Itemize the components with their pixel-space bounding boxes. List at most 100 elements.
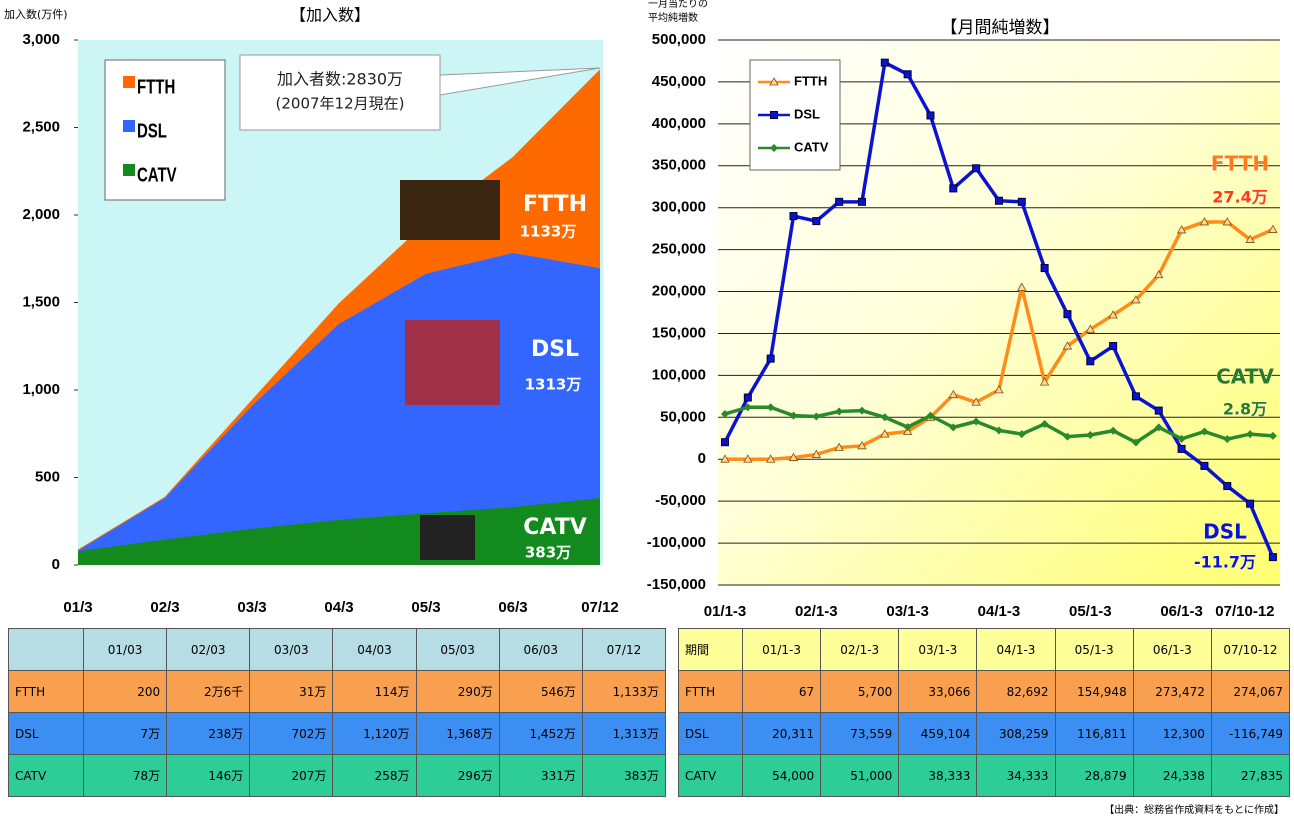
table-cell: 78万 <box>82 754 168 797</box>
table-cell: 34,333 <box>976 754 1056 797</box>
marker <box>1086 357 1095 366</box>
table-cell: 7万 <box>82 712 168 755</box>
x-tick-label: 05/3 <box>411 599 440 616</box>
table-cell: 274,067 <box>1210 670 1291 713</box>
marker <box>1109 426 1118 435</box>
marker <box>811 449 822 458</box>
photo <box>400 180 500 240</box>
photo <box>405 320 500 405</box>
y-tick-label: 2,000 <box>22 206 60 223</box>
marker <box>1246 430 1255 439</box>
table-row: FTTH 200 2万6千 31万 114万 290万 546万 1,133万 <box>8 670 667 713</box>
marker <box>1200 461 1209 470</box>
row-label: CATV <box>678 754 743 797</box>
table-cell: 238万 <box>166 712 251 755</box>
y-axis-label: 加入数(万件) <box>4 8 68 21</box>
legend-label: DSL <box>794 106 820 121</box>
marker <box>765 454 776 463</box>
header-cell: 07/12 <box>581 628 667 671</box>
marker <box>1154 406 1163 415</box>
annotation: 1313万 <box>525 376 582 394</box>
y-tick-label: 0 <box>52 556 60 573</box>
annotation: 27.4万 <box>1212 188 1267 207</box>
table-cell: 1,452万 <box>498 712 583 755</box>
table-cell: 73,559 <box>820 712 900 755</box>
marker <box>743 393 752 402</box>
table-cell: 33,066 <box>898 670 978 713</box>
legend-box <box>749 59 841 171</box>
marker <box>766 354 775 363</box>
header-cell: 06/03 <box>498 628 583 671</box>
legend-label: CATV <box>137 163 177 186</box>
marker <box>1017 197 1026 206</box>
marker <box>789 212 798 221</box>
annotation: 2.8万 <box>1223 400 1267 419</box>
marker <box>743 454 753 463</box>
table-cell: 331万 <box>498 754 583 797</box>
y-tick-label: -50,000 <box>655 492 706 509</box>
marker <box>1200 427 1209 436</box>
y-tick-label: 450,000 <box>652 73 706 90</box>
marker <box>1177 434 1186 443</box>
annotation: CATV <box>1216 365 1274 389</box>
marker <box>1154 423 1163 432</box>
x-tick-label: 06/3 <box>498 599 527 616</box>
marker <box>721 438 729 447</box>
table-cell: 82,692 <box>976 670 1056 713</box>
header-cell: 07/10-12 <box>1210 628 1291 671</box>
marker <box>720 454 730 463</box>
marker <box>1268 224 1278 233</box>
table-cell: 290万 <box>415 670 500 713</box>
legend-label: FTTH <box>137 75 175 98</box>
area-fill <box>78 69 600 551</box>
marker <box>1040 420 1049 429</box>
annotation: FTTH <box>1211 152 1269 176</box>
marker <box>948 389 958 399</box>
annotation: -11.7万 <box>1194 553 1256 572</box>
row-label: CATV <box>8 754 84 797</box>
marker <box>994 196 1003 205</box>
table-cell: 28,879 <box>1054 754 1134 797</box>
table-cell: 308,259 <box>976 712 1056 755</box>
row-label: DSL <box>678 712 743 755</box>
marker <box>1086 431 1095 440</box>
table-cell: 459,104 <box>898 712 978 755</box>
table-cell: 20,311 <box>741 712 822 755</box>
marker <box>770 111 778 119</box>
marker <box>1268 553 1277 562</box>
marker <box>743 403 752 412</box>
x-tick-label: 07/12 <box>581 599 619 616</box>
header-cell <box>8 628 84 671</box>
table-cell: 207万 <box>249 754 334 797</box>
row-label: FTTH <box>8 670 84 713</box>
marker <box>971 397 981 406</box>
y-axis-label: 一月当たりの <box>648 0 708 10</box>
table-cell: 154,948 <box>1054 670 1134 713</box>
header-cell: 01/1-3 <box>741 628 822 671</box>
y-axis-label: 平均純増数 <box>648 11 698 24</box>
marker <box>880 58 889 67</box>
y-tick-label: 150,000 <box>652 324 706 341</box>
chart-title: 【月間純増数】 <box>941 18 1060 38</box>
header-cell: 04/1-3 <box>976 628 1056 671</box>
marker <box>1017 282 1027 291</box>
annotation: 1133万 <box>520 223 577 241</box>
y-tick-label: 1,500 <box>22 293 60 310</box>
header-cell: 期間 <box>678 628 743 671</box>
marker <box>812 217 821 226</box>
x-tick-label: 05/1-3 <box>1069 603 1112 620</box>
y-tick-label: 1,000 <box>22 381 60 398</box>
table-cell: -116,749 <box>1210 712 1291 755</box>
table-row: FTTH 67 5,700 33,066 82,692 154,948 273,472 274… <box>678 670 1291 713</box>
x-tick-label: 06/1-3 <box>1160 603 1203 620</box>
table-cell: 12,300 <box>1132 712 1212 755</box>
y-tick-label: 3,000 <box>22 31 60 48</box>
marker <box>1246 499 1255 508</box>
header-cell: 05/1-3 <box>1054 628 1134 671</box>
y-tick-label: 300,000 <box>652 199 706 216</box>
table-cell: 54,000 <box>741 754 822 797</box>
marker <box>949 184 958 193</box>
y-tick-label: -100,000 <box>647 534 706 551</box>
annotation: CATV <box>523 515 587 540</box>
header-row: 期間 01/1-3 02/1-3 03/1-3 04/1-3 05/1-3 06/1-3 07… <box>678 628 1291 671</box>
